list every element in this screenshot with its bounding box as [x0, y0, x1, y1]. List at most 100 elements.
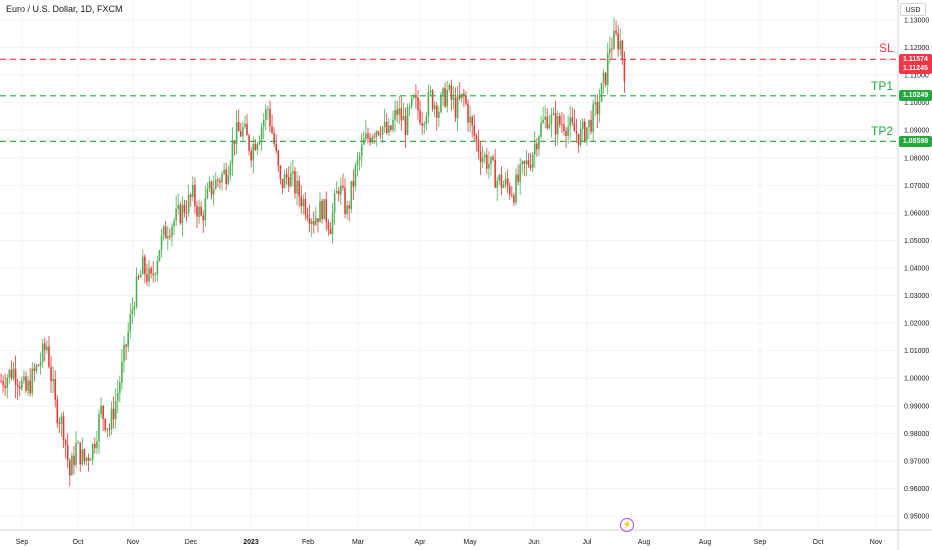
- candle-body: [33, 368, 36, 372]
- candle-body: [417, 97, 419, 111]
- candle-body: [18, 386, 21, 389]
- candle-body: [269, 109, 271, 127]
- candle-body: [488, 164, 490, 169]
- candle-body: [429, 90, 432, 93]
- candle-body: [529, 164, 532, 168]
- candle-body: [123, 344, 125, 362]
- candle-body: [133, 306, 136, 310]
- candle-body: [292, 171, 294, 174]
- candle-body: [246, 123, 248, 136]
- candle-body: [385, 121, 388, 133]
- price-tick-label: 1.13000: [904, 18, 929, 25]
- candle-body: [290, 173, 292, 187]
- candle-body: [112, 408, 115, 420]
- currency-button[interactable]: USD: [900, 3, 926, 16]
- candle-body: [490, 156, 492, 165]
- candle-body: [43, 343, 46, 351]
- candle-body: [185, 212, 188, 214]
- candle-body: [596, 102, 599, 115]
- candle-body: [317, 218, 319, 222]
- candle-body: [584, 121, 586, 141]
- candle-body: [89, 459, 92, 461]
- candle-body: [279, 165, 282, 179]
- candle-body: [609, 48, 611, 54]
- sl-label: SL: [879, 41, 894, 56]
- candle-body: [554, 113, 557, 135]
- candle-body: [242, 126, 244, 137]
- candle-body: [287, 177, 290, 187]
- candle-body: [281, 178, 284, 188]
- candle-body: [594, 102, 597, 105]
- candle-body: [511, 194, 513, 196]
- time-tick-label: Aug: [699, 539, 712, 546]
- candle-body: [223, 169, 225, 174]
- candle-body: [519, 164, 521, 182]
- price-tick-label: 1.07000: [904, 183, 929, 190]
- price-tick-label: 1.05000: [904, 238, 929, 245]
- candle-body: [604, 72, 607, 85]
- candle-body: [175, 208, 177, 221]
- candle-body: [515, 174, 517, 203]
- candle-body: [129, 314, 132, 332]
- price-tick-label: 1.11000: [904, 73, 929, 80]
- tp2-label: TP2: [871, 124, 894, 139]
- candle-body: [35, 365, 38, 372]
- candle-body: [4, 385, 6, 388]
- candle-body: [54, 379, 57, 400]
- candle-body: [477, 139, 480, 152]
- candle-body: [258, 139, 261, 144]
- candle-body: [16, 384, 19, 387]
- candle-body: [523, 161, 526, 164]
- candle-body: [214, 179, 217, 190]
- candle-body: [467, 103, 469, 123]
- candle-body: [348, 205, 350, 209]
- candle-body: [312, 221, 315, 225]
- candle-body: [225, 169, 227, 184]
- candle-body: [300, 196, 303, 206]
- candle-body: [12, 368, 15, 379]
- candle-body: [590, 119, 592, 132]
- candle-body: [542, 119, 544, 123]
- candle-body: [179, 204, 182, 224]
- candle-body: [233, 140, 236, 144]
- candle-body: [479, 151, 482, 163]
- candle-body: [237, 122, 240, 132]
- candle-body: [135, 276, 138, 307]
- time-tick-label: Feb: [302, 539, 314, 546]
- candle-body: [360, 144, 363, 157]
- candle-body: [162, 226, 165, 236]
- price-tick-label: 1.08000: [904, 155, 929, 162]
- candle-body: [375, 131, 378, 138]
- candle-body: [575, 131, 578, 134]
- candle-body: [329, 229, 332, 235]
- candle-body: [508, 185, 511, 195]
- candle-body: [369, 137, 371, 143]
- candle-body: [308, 218, 311, 224]
- time-tick-label: Oct: [73, 539, 84, 546]
- candle-body: [46, 346, 48, 351]
- time-tick-label: Nov: [127, 539, 140, 546]
- candle-body: [581, 121, 584, 130]
- candle-body: [60, 416, 63, 424]
- candle-body: [206, 188, 209, 199]
- candle-body: [579, 129, 582, 145]
- candle-body: [41, 343, 44, 362]
- candle-body: [119, 382, 121, 394]
- candle-body: [548, 124, 551, 129]
- candle-body: [31, 368, 34, 394]
- candle-body: [194, 184, 196, 206]
- candle-body: [231, 140, 234, 164]
- candle-body: [598, 101, 601, 115]
- lightning-icon[interactable]: ⚡: [620, 518, 634, 532]
- candle-body: [435, 105, 438, 118]
- time-tick-label: Sep: [16, 539, 29, 546]
- candle-body: [325, 199, 328, 223]
- price-tick-label: 0.95000: [904, 514, 929, 521]
- candle-body: [244, 123, 246, 127]
- candle-body: [171, 226, 173, 237]
- candle-body: [148, 268, 150, 282]
- candle-body: [561, 124, 563, 126]
- sl-price-badge: 1.11574: [899, 53, 932, 65]
- candle-body: [546, 116, 549, 129]
